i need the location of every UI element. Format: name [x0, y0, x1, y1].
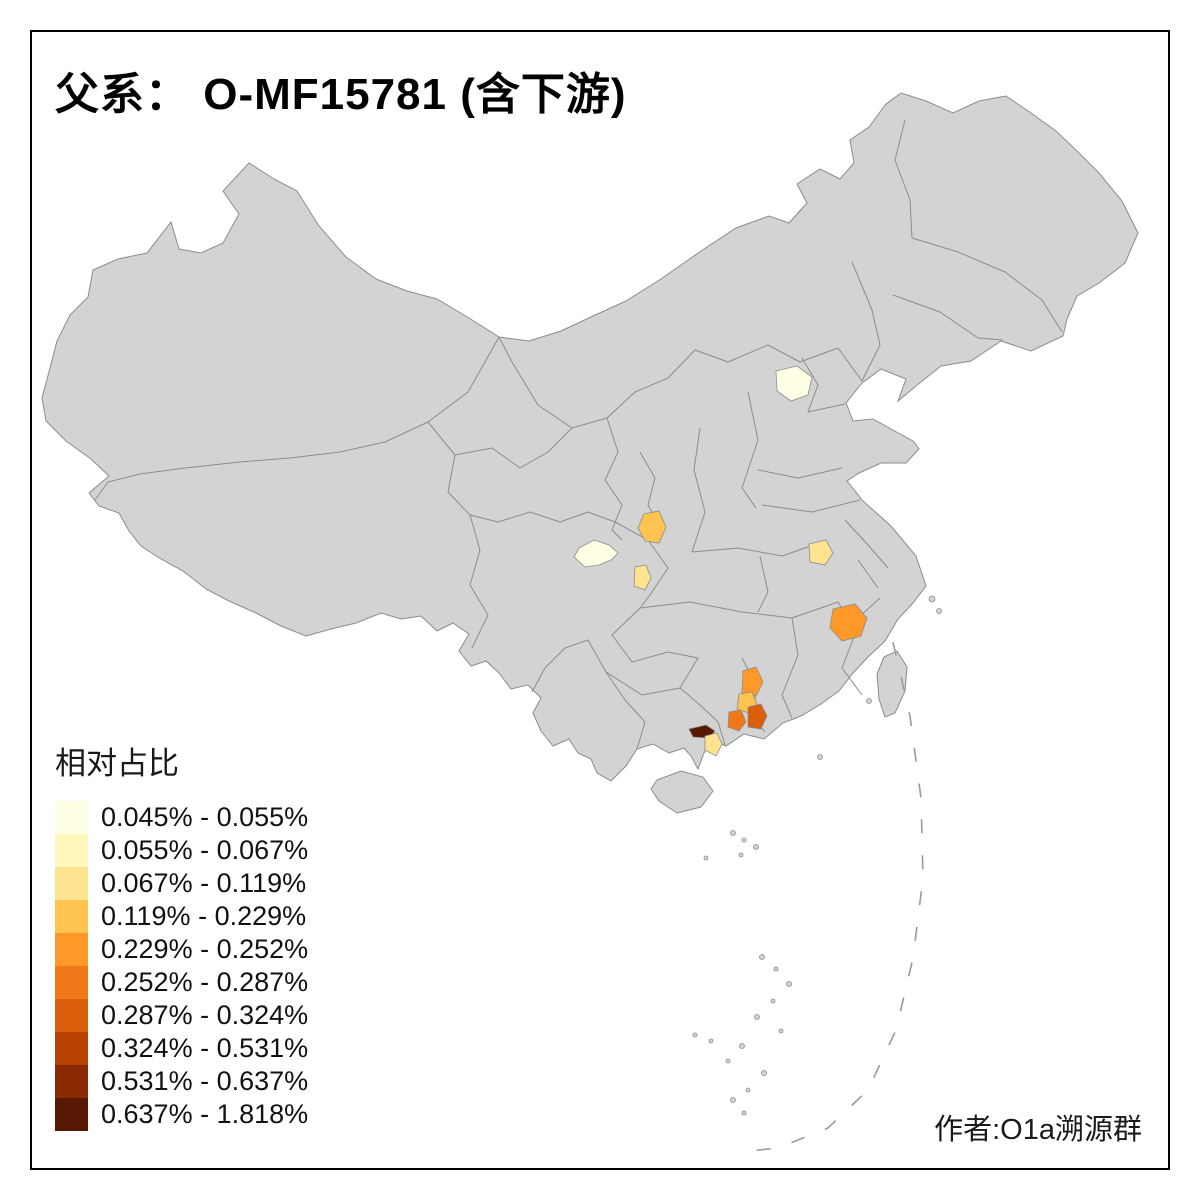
legend-item: 0.287% - 0.324% — [55, 999, 308, 1032]
legend-item: 0.531% - 0.637% — [55, 1065, 308, 1098]
legend-item: 0.252% - 0.287% — [55, 966, 308, 999]
attribution: 作者:O1a溯源群 — [934, 1114, 1142, 1146]
page-title: 父系： O-MF15781 (含下游) — [55, 70, 627, 119]
region-northwest — [637, 510, 667, 544]
region-peninsula — [704, 732, 723, 757]
legend-swatch — [55, 834, 88, 867]
legend-item: 0.055% - 0.067% — [55, 834, 308, 867]
region-sichuan-east — [633, 564, 652, 591]
legend-swatch — [55, 966, 88, 999]
region-sichuan-basin — [573, 539, 619, 568]
legend-item: 0.324% - 0.531% — [55, 1032, 308, 1065]
legend-label: 0.287% - 0.324% — [101, 1000, 309, 1030]
legend-item: 0.045% - 0.055% — [55, 801, 308, 834]
legend-item: 0.119% - 0.229% — [55, 900, 308, 933]
legend-label: 0.229% - 0.252% — [101, 934, 309, 964]
legend-item: 0.637% - 1.818% — [55, 1098, 308, 1131]
legend-swatch — [55, 867, 88, 900]
region-north-china — [775, 365, 813, 402]
legend-item: 0.067% - 0.119% — [55, 867, 308, 900]
sea-islands — [692, 595, 942, 1116]
legend-label: 0.067% - 0.119% — [101, 868, 307, 898]
nine-dash-line — [739, 641, 924, 1153]
legend-label: 0.252% - 0.287% — [101, 967, 309, 997]
legend-swatch — [55, 1065, 88, 1098]
legend-label: 0.119% - 0.229% — [101, 901, 307, 931]
legend-item: 0.229% - 0.252% — [55, 933, 308, 966]
highlighted-regions — [573, 365, 868, 757]
region-south-1 — [741, 666, 764, 697]
hainan-island — [650, 770, 714, 814]
legend-label: 0.531% - 0.637% — [101, 1066, 309, 1096]
legend-label: 0.045% - 0.055% — [101, 802, 309, 832]
region-central-china — [808, 539, 834, 566]
legend-swatch — [55, 801, 88, 834]
region-southeast — [829, 603, 868, 642]
legend-label: 0.055% - 0.067% — [101, 835, 309, 865]
province-borders — [94, 119, 1063, 750]
legend-label: 0.324% - 0.531% — [101, 1033, 309, 1063]
mainland-china — [41, 92, 1139, 782]
legend-swatch — [55, 900, 88, 933]
taiwan-island — [876, 650, 908, 718]
legend-label: 0.637% - 1.818% — [101, 1099, 309, 1129]
legend-swatch — [55, 1098, 88, 1131]
region-south-3 — [747, 703, 768, 730]
legend-swatch — [55, 1032, 88, 1065]
legend: 相对占比 0.045% - 0.055% 0.055% - 0.067% 0.0… — [55, 738, 308, 1131]
legend-title: 相对占比 — [55, 746, 179, 781]
legend-swatch — [55, 999, 88, 1032]
legend-swatch — [55, 933, 88, 966]
region-south-4 — [727, 709, 747, 732]
